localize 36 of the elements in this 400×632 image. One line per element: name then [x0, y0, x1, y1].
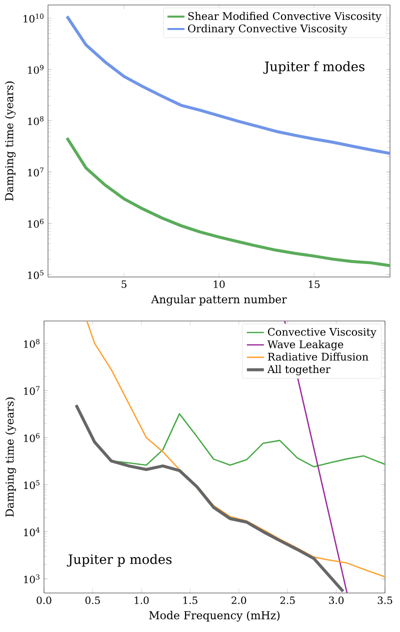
- x-tick-label: 0.5: [85, 596, 100, 604]
- legend-label: Wave Leakage: [267, 340, 344, 350]
- x-axis-title: Angular pattern number: [151, 294, 287, 306]
- x-tick-label: 2.5: [280, 596, 295, 604]
- y-tick-label: 10$^{4}$: [24, 527, 40, 536]
- y-tick-label: 10$^{8}$: [28, 116, 44, 126]
- legend-label: Convective Viscosity: [268, 328, 376, 338]
- x-tick-label: 15: [308, 280, 320, 288]
- y-tick-label: 10$^{8}$: [24, 338, 40, 348]
- x-tick-label: 3.0: [329, 596, 344, 604]
- y-tick-label: 10$^{6}$: [24, 433, 40, 442]
- x-tick-label: 10: [214, 280, 225, 288]
- line-series: [66, 136, 390, 268]
- x-tick-label: 1.5: [183, 596, 198, 604]
- x-tick-label: 2.0: [232, 596, 246, 604]
- y-axis-title: Damping time (years): [5, 398, 16, 517]
- x-tick-label: 1.0: [134, 596, 149, 604]
- y-tick-label: 10$^{7}$: [24, 386, 40, 395]
- y-tick-label: 10$^{7}$: [28, 168, 44, 176]
- annotation: Jupiter f modes: [263, 61, 364, 74]
- y-tick-label: 10$^{5}$: [28, 270, 44, 280]
- x-axis-title: Mode Frequency (mHz): [149, 610, 280, 622]
- legend-label: All together: [267, 365, 330, 376]
- y-tick-label: 10$^{3}$: [24, 574, 40, 584]
- y-tick-label: 10$^{5}$: [24, 480, 40, 490]
- y-axis-title: Damping time (years): [4, 82, 16, 201]
- y-tick-label: 10$^{10}$: [24, 14, 44, 23]
- y-tick-label: 10$^{6}$: [28, 218, 44, 228]
- legend-label: Radiative Diffusion: [268, 352, 368, 361]
- x-tick-label: 0.0: [36, 596, 52, 604]
- x-tick-label: 3.5: [378, 596, 392, 604]
- legend-label: Ordinary Convective Viscosity: [188, 24, 348, 35]
- legend-label: Shear Modified Convective Viscosity: [188, 12, 382, 22]
- y-tick-label: 10$^{9}$: [28, 64, 44, 74]
- annotation: Jupiter p modes: [66, 554, 172, 567]
- x-tick-label: 5: [122, 280, 126, 288]
